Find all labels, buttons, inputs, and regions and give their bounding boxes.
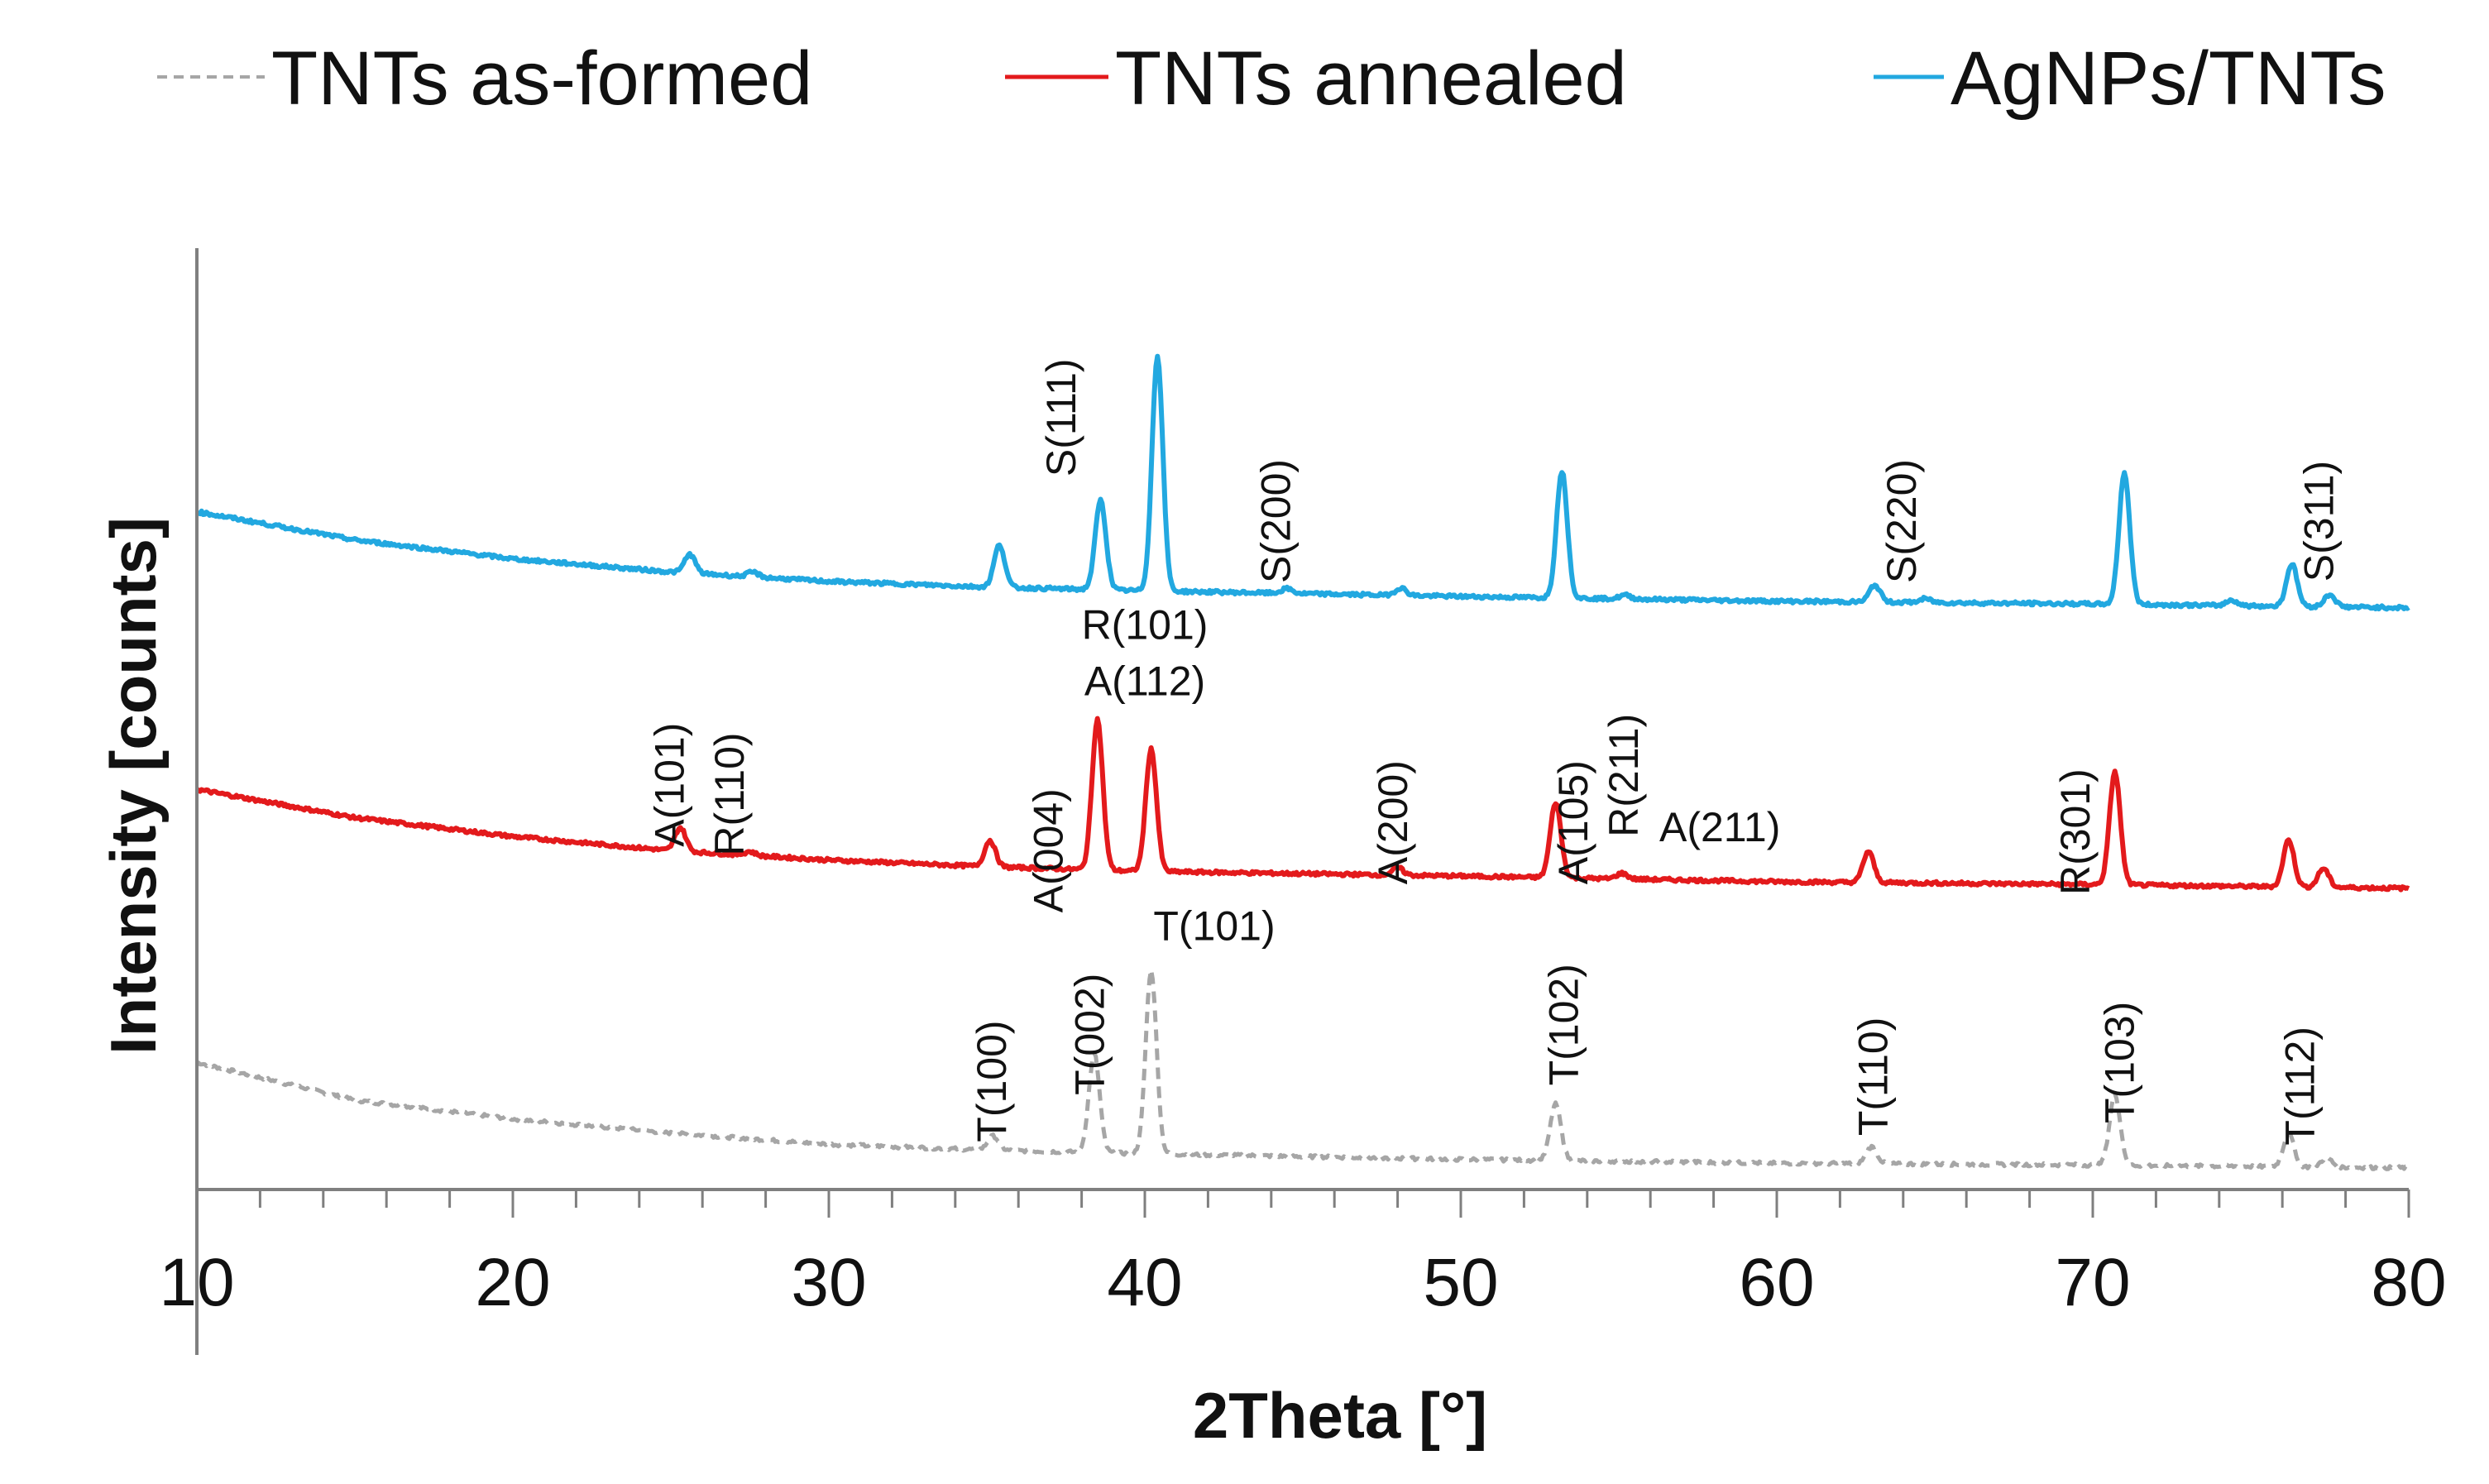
x-tick-label-40: 40: [1107, 1245, 1182, 1320]
peak-label-r-110: R(110): [706, 732, 753, 855]
peak-label-t-101: T(101): [1153, 902, 1275, 949]
x-tick-label-70: 70: [2055, 1245, 2130, 1320]
peak-label-s-311: S(311): [2295, 461, 2342, 582]
peak-label-r-211: R(211): [1601, 714, 1647, 837]
peak-label-a-101: A(101): [646, 723, 692, 847]
peak-label-r-301: R(301): [2052, 768, 2099, 895]
x-axis-title: 2Theta [°]: [1193, 1379, 1487, 1452]
x-tick-label-50: 50: [1423, 1245, 1498, 1320]
legend-label-tnts-annealed: TNTs annealed: [1115, 36, 1627, 121]
series-line-tnts-as-formed: [196, 967, 2410, 1171]
peak-label-t-112: T(112): [2276, 1027, 2323, 1146]
peak-label-s-220: S(220): [1879, 459, 1925, 583]
series-line-tnts-annealed: [195, 716, 2410, 893]
axes: 10 20 30 40 50 60 70 80: [159, 248, 2447, 1355]
legend-label-tnts-as-formed: TNTs as-formed: [271, 36, 812, 121]
peak-label-a-200: A(200): [1370, 760, 1416, 884]
y-axis-title: Intensity [counts]: [97, 517, 170, 1055]
x-tick-label-10: 10: [159, 1245, 234, 1320]
peak-label-t-103: T(103): [2097, 1002, 2143, 1123]
peak-label-t-102: T(102): [1540, 964, 1587, 1085]
x-tick-label-30: 30: [791, 1245, 866, 1320]
x-tick-label-20: 20: [475, 1245, 550, 1320]
peak-label-t-002: T(002): [1066, 974, 1113, 1095]
peak-label-a-112: A(112): [1084, 658, 1205, 705]
legend: TNTs as-formed TNTs annealed AgNPs/TNTs: [157, 36, 2386, 121]
peak-label-t-100: T(100): [969, 1020, 1015, 1142]
peak-label-a-004: A(004): [1026, 788, 1072, 912]
peak-label-s-111: S(111): [1038, 358, 1084, 476]
series-line-agnps-tnts: [195, 353, 2410, 612]
peak-label-a-211: A(211): [1659, 804, 1780, 850]
peak-label-s-200: S(200): [1253, 459, 1300, 583]
peak-label-t-110: T(110): [1850, 1017, 1897, 1137]
x-tick-label-60: 60: [1739, 1245, 1814, 1320]
peak-label-a-105: A(105): [1550, 760, 1596, 884]
x-tick-label-80: 80: [2371, 1245, 2446, 1320]
peak-label-r-101: R(101): [1082, 601, 1209, 648]
peak-annotations: S(111) S(200) S(220) S(311) R(101) A(112) A(10…: [646, 358, 2342, 1145]
series-layer: [195, 353, 2410, 1171]
legend-label-agnps-tnts: AgNPs/TNTs: [1951, 36, 2386, 121]
